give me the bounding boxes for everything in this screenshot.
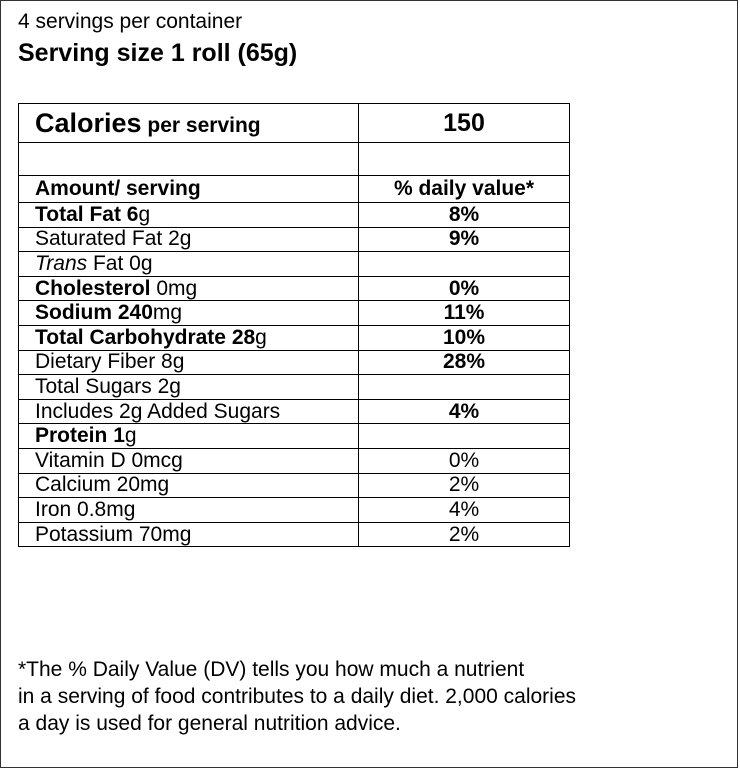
column-header-row: Amount/ serving % daily value* bbox=[18, 175, 570, 203]
nutrient-row-calcium: Calcium 20mg 2% bbox=[18, 472, 570, 499]
daily-value-header: % daily value* bbox=[358, 175, 570, 203]
nutrient-row-iron: Iron 0.8mg 4% bbox=[18, 497, 570, 523]
nutrient-row-vitamin-d: Vitamin D 0mcg 0% bbox=[18, 447, 570, 474]
blank-cell bbox=[18, 142, 359, 176]
blank-cell bbox=[358, 142, 570, 176]
nutrient-daily-value: 0% bbox=[358, 275, 570, 302]
daily-value-footnote: *The % Daily Value (DV) tells you how mu… bbox=[18, 656, 733, 737]
nutrient-daily-value: 10% bbox=[358, 324, 570, 351]
nutrient-daily-value: 9% bbox=[358, 226, 570, 253]
nutrient-daily-value bbox=[358, 251, 570, 277]
nutrient-daily-value: 4% bbox=[358, 398, 570, 425]
nutrient-name: Vitamin D 0mcg bbox=[18, 447, 359, 474]
nutrient-daily-value: 0% bbox=[358, 447, 570, 474]
nutrient-daily-value bbox=[358, 423, 570, 449]
serving-size: Serving size 1 roll (65g) bbox=[18, 39, 298, 67]
nutrient-name: Total Fat 6g bbox=[18, 202, 359, 228]
nutrient-name: Protein 1g bbox=[18, 423, 359, 449]
nutrient-row-saturated-fat: Saturated Fat 2g 9% bbox=[18, 226, 570, 253]
nutrient-row-trans-fat: Trans Fat 0g bbox=[18, 251, 570, 277]
nutrient-name: Iron 0.8mg bbox=[18, 497, 359, 523]
nutrient-name: Cholesterol 0mg bbox=[18, 275, 359, 302]
nutrient-row-total-sugars: Total Sugars 2g bbox=[18, 374, 570, 400]
nutrient-name: Calcium 20mg bbox=[18, 472, 359, 499]
nutrient-row-sodium: Sodium 240mg 11% bbox=[18, 300, 570, 326]
nutrient-daily-value: 2% bbox=[358, 521, 570, 548]
nutrient-name: Dietary Fiber 8g bbox=[18, 349, 359, 376]
nutrient-name: Trans Fat 0g bbox=[18, 251, 359, 277]
nutrient-name: Total Carbohydrate 28g bbox=[18, 324, 359, 351]
nutrient-daily-value: 11% bbox=[358, 300, 570, 326]
servings-per-container: 4 servings per container bbox=[18, 10, 243, 33]
nutrient-row-total-fat: Total Fat 6g 8% bbox=[18, 202, 570, 228]
footnote-line: in a serving of food contributes to a da… bbox=[18, 685, 576, 708]
footnote-line: a day is used for general nutrition advi… bbox=[18, 712, 401, 735]
footnote-line: *The % Daily Value (DV) tells you how mu… bbox=[18, 658, 525, 681]
calories-label: Calories bbox=[35, 107, 142, 138]
nutrient-name: Sodium 240mg bbox=[18, 300, 359, 326]
blank-row bbox=[18, 142, 570, 176]
nutrient-row-added-sugars: Includes 2g Added Sugars 4% bbox=[18, 398, 570, 425]
nutrient-daily-value bbox=[358, 374, 570, 400]
nutrition-facts-table: Calories per serving 150 Amount/ serving… bbox=[18, 103, 570, 548]
nutrient-daily-value: 8% bbox=[358, 202, 570, 228]
calories-value: 150 bbox=[358, 103, 570, 143]
nutrient-name: Potassium 70mg bbox=[18, 521, 359, 548]
nutrient-row-total-carbohydrate: Total Carbohydrate 28g 10% bbox=[18, 324, 570, 351]
nutrient-row-cholesterol: Cholesterol 0mg 0% bbox=[18, 275, 570, 302]
nutrient-row-protein: Protein 1g bbox=[18, 423, 570, 449]
nutrient-name: Includes 2g Added Sugars bbox=[18, 398, 359, 425]
nutrient-row-dietary-fiber: Dietary Fiber 8g 28% bbox=[18, 349, 570, 376]
nutrient-name: Saturated Fat 2g bbox=[18, 226, 359, 253]
calories-label-cell: Calories per serving bbox=[18, 103, 359, 143]
nutrient-name: Total Sugars 2g bbox=[18, 374, 359, 400]
calories-row: Calories per serving 150 bbox=[18, 103, 570, 143]
nutrient-row-potassium: Potassium 70mg 2% bbox=[18, 521, 570, 548]
nutrient-daily-value: 28% bbox=[358, 349, 570, 376]
nutrient-daily-value: 4% bbox=[358, 497, 570, 523]
nutrient-daily-value: 2% bbox=[358, 472, 570, 499]
calories-per-serving: per serving bbox=[147, 113, 261, 137]
amount-per-serving-header: Amount/ serving bbox=[18, 175, 359, 203]
